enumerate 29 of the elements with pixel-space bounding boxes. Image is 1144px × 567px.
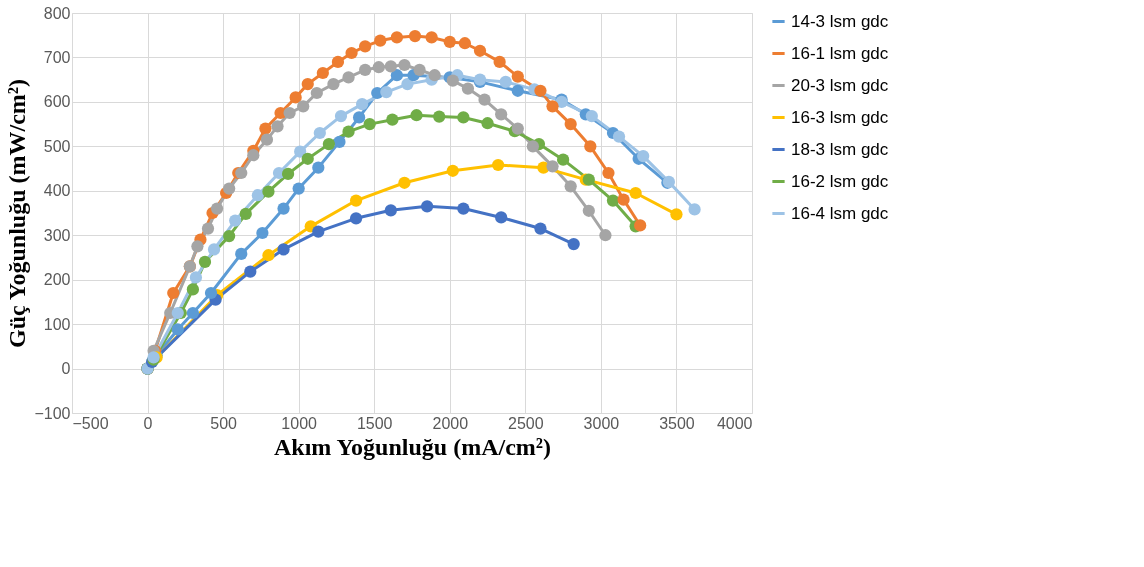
y-tick-label: 300 xyxy=(43,226,71,244)
x-tick-label: 3500 xyxy=(659,414,695,432)
y-tick-label: 800 xyxy=(43,4,71,22)
legend-label: 20-3 lsm gdc xyxy=(791,75,889,95)
legend-label: 16-2 lsm gdc xyxy=(791,171,889,191)
y-axis-title: Güç Yoğunluğu (mW/cm²) xyxy=(4,79,31,348)
legend-label: 16-3 lsm gdc xyxy=(791,107,889,127)
x-tick-label: 500 xyxy=(210,414,238,432)
x-tick-label: 1000 xyxy=(281,414,318,432)
y-tick-label: 700 xyxy=(43,48,71,66)
y-tick-label: 200 xyxy=(43,271,71,289)
y-tick-label: 400 xyxy=(43,182,71,200)
x-tick-label: 3000 xyxy=(583,414,620,432)
y-tick-label: 500 xyxy=(43,137,71,155)
legend-label: 16-4 lsm gdc xyxy=(791,203,889,223)
x-tick-label: −500 xyxy=(72,414,109,432)
x-tick-label: 2000 xyxy=(432,414,469,432)
x-tick-label: 2500 xyxy=(508,414,544,432)
y-tick-label: −100 xyxy=(34,404,71,422)
x-tick-label: 4000 xyxy=(716,414,753,432)
x-tick-label: 1500 xyxy=(356,414,393,432)
y-tick-label: 600 xyxy=(43,93,71,111)
legend-label: 16-1 lsm gdc xyxy=(791,43,889,63)
y-tick-label: 100 xyxy=(43,315,71,333)
legend-label: 18-3 lsm gdc xyxy=(791,139,889,159)
y-tick-label: 0 xyxy=(61,360,71,378)
x-tick-label: 0 xyxy=(143,414,153,432)
legend-label: 14-3 lsm gdc xyxy=(791,11,889,31)
x-axis-title: Akım Yoğunluğu (mA/cm²) xyxy=(274,433,551,460)
